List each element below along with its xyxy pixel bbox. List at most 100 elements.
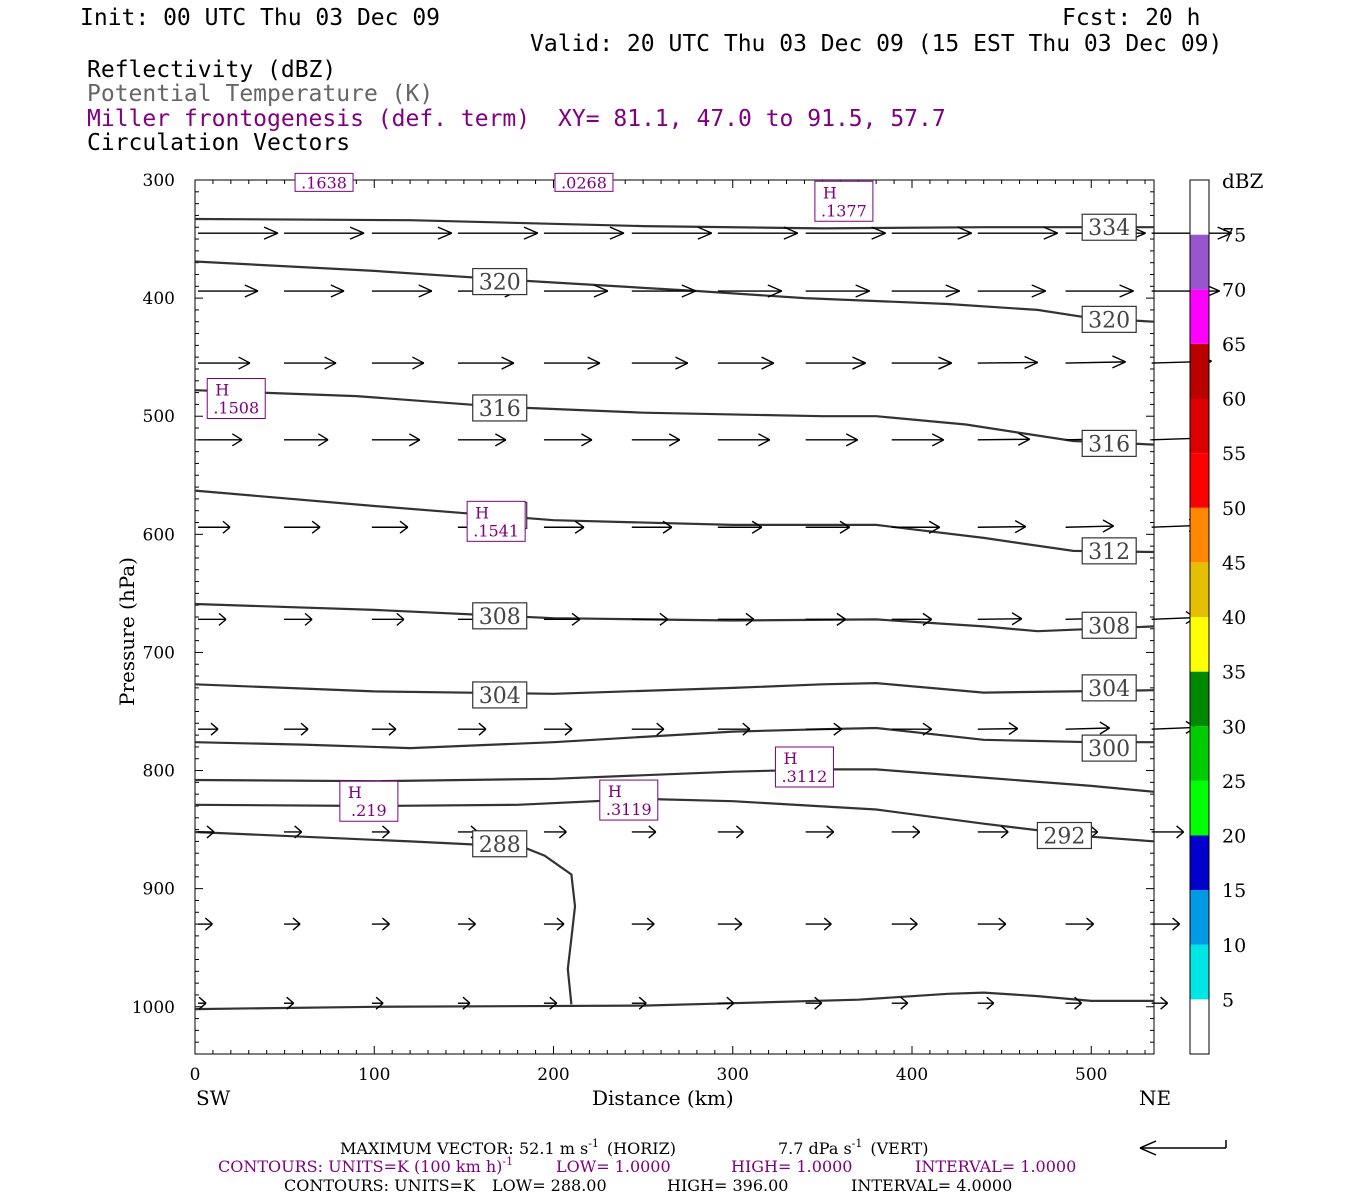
circulation-vector-arrow [457,226,539,240]
colorbar-swatch [1190,835,1209,891]
circulation-vector-arrow [891,825,921,839]
circulation-vector-arrow [284,825,303,839]
circulation-vector-arrow [457,433,507,447]
svg-text:334: 334 [1088,216,1130,241]
frontogenesis-label: H.3119 [599,779,659,821]
circulation-vector-arrow [891,917,918,931]
circulation-vector-arrow [717,284,783,298]
circulation-vector-arrow [805,433,858,447]
theta-label: 316 [472,394,528,422]
y-axis-title: Pressure (hPa) [115,557,139,706]
circulation-vector-arrow [198,825,215,839]
circulation-vector-arrow [977,355,1039,370]
frontogenesis-label: H.1377 [814,180,874,222]
colorbar-swatch [1190,999,1209,1054]
theta-label: 312 [1081,537,1137,565]
circulation-vector-arrow [717,226,799,240]
contours-theta-units: CONTOURS: UNITS=K [284,1176,476,1195]
svg-text:H: H [475,503,489,522]
circulation-vector-arrow [631,284,697,298]
field-circulation-vectors: Circulation Vectors [87,130,350,156]
circulation-vector-arrow [805,520,851,534]
colorbar-swatch [1190,890,1209,945]
svg-text:H: H [348,783,362,802]
theta-contour-line [194,991,1154,1011]
circulation-vector-arrow [631,433,681,447]
svg-text:300: 300 [1088,737,1130,762]
circulation-vector-arrow [1151,610,1196,625]
svg-text:.1638: .1638 [301,173,347,192]
theta-label: 288 [472,830,528,858]
theta-contour-labels: 3343203203163163123123083083043043002922… [472,213,1137,858]
max-vector-vert: 7.7 dPa s-1 (VERT) [778,1137,929,1158]
theta-label: 308 [472,602,528,630]
circulation-vector-arrow [891,520,941,534]
colorbar-unit: dBZ [1222,169,1264,193]
frontogenesis-label: H.1508 [206,378,266,419]
circulation-vector-arrow [891,226,972,240]
theta-label: 308 [1081,611,1137,639]
circulation-vector-arrow [371,612,405,626]
theta-contour-line [194,830,577,1005]
circulation-vector-arrow [1151,825,1185,839]
colorbar-level-label: 35 [1222,662,1246,684]
colorbar-level-label: 25 [1222,771,1246,793]
circulation-vector-arrow [631,612,669,626]
theta-label: 334 [1081,213,1137,241]
svg-text:320: 320 [479,271,521,296]
circulation-vector-arrow [284,996,295,1010]
colorbar-level-label: 15 [1222,880,1246,902]
forecast-hour: Fcst: 20 h [1062,5,1200,31]
colorbar-level-label: 60 [1222,389,1246,411]
svg-text:312: 312 [1088,540,1130,565]
circulation-vector-arrow [631,356,689,370]
contours-theta-interval: INTERVAL= 4.0000 [851,1176,1012,1195]
circulation-vector-arrow [543,284,609,298]
y-tick-label: 700 [143,643,175,663]
svg-text:.1508: .1508 [213,399,259,418]
circulation-vector-arrow [371,226,453,240]
circulation-vector-arrow [371,825,390,839]
frontogenesis-label: .0268 [554,172,614,192]
circulation-vector-arrow [717,356,775,370]
circulation-vector-arrow [1065,721,1110,735]
colorbar-swatch [1190,562,1209,617]
colorbar-level-label: 20 [1222,826,1246,848]
footer-annotations: MAXIMUM VECTOR: 52.1 m s-1 (HORIZ) 7.7 dP… [218,1137,1227,1195]
circulation-vector-arrow [371,433,421,447]
circulation-vector-arrow [198,917,213,931]
theta-contour-line [194,768,1155,793]
svg-text:320: 320 [1088,308,1130,333]
svg-text:288: 288 [479,833,521,858]
theta-label: 304 [472,681,528,709]
circulation-vector-arrow [543,356,601,370]
max-vector-horiz: 52.1 m s-1 (HORIZ) [519,1137,676,1158]
circulation-vector-arrow [631,917,655,931]
colorbar-swatch [1190,398,1209,454]
colorbar-swatch [1190,671,1209,727]
circulation-vector-arrow [977,996,995,1010]
circulation-vector-arrow [457,917,476,931]
circulation-vector-arrow [891,612,933,626]
circulation-vector-arrow [631,825,657,839]
circulation-vector-arrow [1151,720,1196,734]
colorbar-level-label: 30 [1222,716,1246,738]
circulation-vector-arrow [198,612,227,626]
theta-contour-line [194,797,1155,843]
circulation-vector-arrow [198,520,231,534]
svg-text:304: 304 [479,684,521,709]
colorbar-frame [1189,179,1210,1055]
theta-label: 292 [1036,821,1092,850]
svg-text:H: H [823,183,837,202]
frontogenesis-label: H.3112 [774,746,834,788]
circulation-vector-arrow [977,612,1023,626]
circulation-vector-arrow [1065,917,1095,931]
circulation-vector-arrow [198,226,279,240]
theta-label: 304 [1081,674,1137,702]
frontogenesis-label: H.219 [339,780,399,822]
circulation-vectors [198,226,1232,1010]
dbz-colorbar: 5 10 15 20 25 30 35 40 45 50 55 60 65 70 75 [1189,179,1246,1055]
x-tick-label: 0 [190,1065,201,1085]
circulation-vector-arrow [284,917,301,931]
colorbar-swatch [1190,180,1209,235]
